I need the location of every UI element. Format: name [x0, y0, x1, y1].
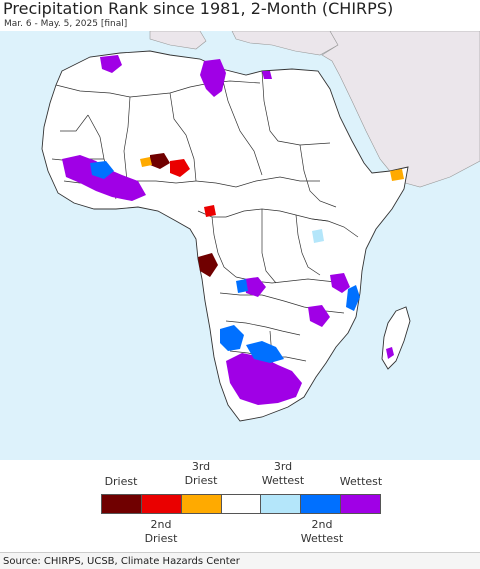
legend-swatch-2nd-wettest — [301, 495, 342, 513]
map-subtitle: Mar. 6 - May. 5, 2025 [final] — [4, 19, 128, 29]
patch-2nd-wettest-namibia — [220, 325, 244, 351]
africa-landmass — [41, 50, 409, 422]
patch-3rd-wettest-eastafrica — [312, 229, 324, 243]
legend-swatch-wettest — [341, 495, 381, 513]
patch-2nd-driest-cameroon — [170, 159, 190, 177]
legend-label-2nd-wettest-b: Wettest — [300, 532, 344, 545]
patch-3rd-driest-somalia — [390, 169, 404, 181]
patch-2nd-wettest-mozambique — [346, 285, 360, 311]
patch-wettest-zambia — [244, 277, 266, 297]
legend-swatch-normal — [221, 495, 262, 513]
patch-2nd-wettest-westafrica — [90, 161, 114, 179]
patch-wettest-madagascar — [386, 347, 394, 359]
legend-label-3rd-driest-b: Driest — [184, 474, 218, 487]
patch-2nd-driest-congo — [204, 205, 216, 217]
legend-swatch-3rd-driest — [181, 495, 222, 513]
patch-driest-gabon — [198, 253, 218, 277]
legend-swatch-2nd-driest — [141, 495, 182, 513]
patch-3rd-driest-nigeria — [140, 157, 152, 167]
source-credit: Source: CHIRPS, UCSB, Climate Hazards Ce… — [3, 556, 240, 567]
europe-landmass — [149, 31, 207, 50]
patch-wettest-mozambique — [308, 305, 330, 327]
legend-swatches — [101, 494, 381, 514]
legend-label-3rd-wettest-b: Wettest — [261, 474, 305, 487]
patch-2nd-wettest-angola — [236, 279, 248, 293]
patch-wettest-eastafrica — [330, 273, 350, 293]
patch-wettest-egypt — [262, 71, 272, 79]
legend-label-2nd-driest-a: 2nd — [150, 518, 172, 531]
legend-label-3rd-wettest-a: 3rd — [273, 460, 293, 473]
legend: Driest 3rd Driest 3rd Wettest Wettest 2n… — [0, 460, 480, 552]
patch-wettest-southafrica — [226, 353, 302, 405]
map-title: Precipitation Rank since 1981, 2-Month (… — [3, 0, 394, 18]
legend-label-wettest: Wettest — [339, 475, 383, 488]
footer: Source: CHIRPS, UCSB, Climate Hazards Ce… — [0, 552, 480, 569]
legend-swatch-3rd-wettest — [261, 495, 302, 513]
rank-patches — [62, 55, 404, 405]
legend-label-2nd-driest-b: Driest — [144, 532, 178, 545]
arabia-landmass — [321, 31, 480, 188]
patch-wettest-libya — [200, 59, 226, 97]
legend-label-3rd-driest-a: 3rd — [191, 460, 211, 473]
patch-2nd-wettest-southafrica — [246, 341, 284, 363]
legend-label-2nd-wettest-a: 2nd — [311, 518, 333, 531]
patch-driest-nigeria — [150, 153, 170, 169]
legend-swatch-driest — [102, 495, 142, 513]
legend-label-driest: Driest — [104, 475, 138, 488]
patch-wettest-algeria — [100, 55, 122, 73]
africa-map — [0, 31, 480, 460]
